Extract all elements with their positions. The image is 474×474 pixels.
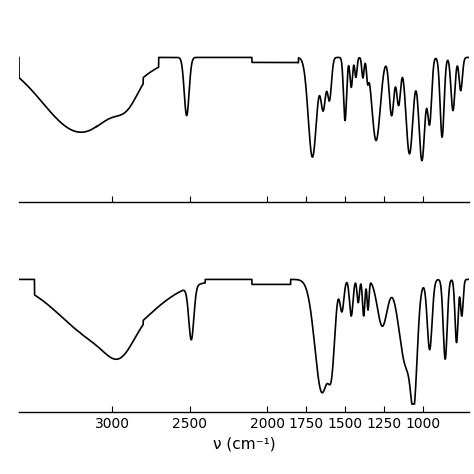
X-axis label: ν (cm⁻¹): ν (cm⁻¹) <box>213 437 275 452</box>
